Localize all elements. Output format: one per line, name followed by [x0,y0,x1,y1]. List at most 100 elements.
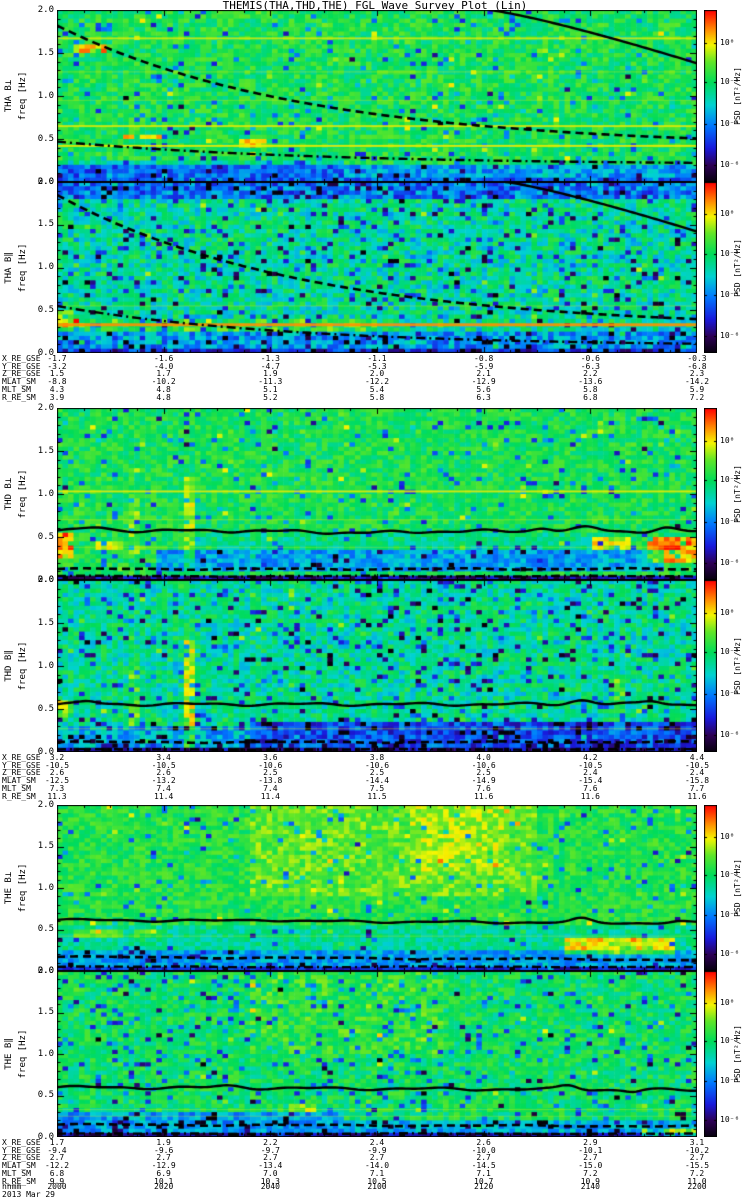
panel-thd-bperp: THD B⊥ freq [Hz] PSD [nT²/Hz] 2.0 1.5 1.0 0… [0,403,750,584]
colorbar-axis-label: PSD [nT²/Hz] [733,465,742,523]
ephemeris-value: -14.4 [364,776,390,786]
ephemeris-value: -10.6 [258,760,283,770]
panel-thd-bpar: THD B∥ freq [Hz] PSD [nT²/Hz] 2.0 1.5 1.0 0… [0,575,750,756]
colorbar-tick-label: 10⁰ [720,37,735,47]
ytick-label: 0.5 [37,1090,54,1100]
colorbar-tha-bperp [704,10,717,182]
ephemeris-value: 2.5 [369,768,385,778]
ephemeris-value: -1.7 [47,354,67,363]
ephemeris-value: 7.3 [49,783,65,793]
colorbar-tick-label: 10⁰ [720,997,735,1007]
ephemeris-row-label: MLAT_SM [2,377,36,387]
ephemeris-value: -13.8 [258,776,283,786]
colorbar-tick-label: 10⁻⁴ [720,289,740,299]
ephemeris-value: -5.9 [474,361,494,371]
ephemeris-value: 2.4 [369,1138,385,1147]
ephemeris-value: -10.1 [578,1145,603,1155]
ytick-label: 0.5 [37,304,54,315]
ephemeris-value: 2.7 [156,1153,171,1163]
ephemeris-value: 11.6 [687,791,707,801]
ephemeris-value: 2.1 [476,369,491,379]
ephemeris-value: -14.2 [684,377,710,387]
ephemeris-value: 7.0 [263,1168,278,1178]
colorbar-tick-label: 10⁻⁴ [720,909,740,919]
ephemeris-value: 7.6 [476,783,491,793]
colorbar-tick-label: 10⁻² [720,77,740,87]
panel-name-label: THD B⊥ [4,477,14,511]
ephemeris-value: 4.0 [476,753,491,762]
ephemeris-value: 2.0 [369,369,385,379]
ytick-label: 0.5 [37,531,54,542]
ephemeris-value: 2.2 [263,1138,278,1147]
ephemeris-value: 5.2 [263,392,278,402]
ephemeris-value: 11.6 [580,791,600,801]
ephemeris-value: -14.0 [364,1161,390,1171]
ytick-label: 2.0 [37,402,54,413]
spectrogram-tha-bperp [57,10,697,182]
colorbar-the-bpar [704,971,717,1137]
ephemeris-value: 2.9 [583,1138,598,1147]
ytick-label: 1.0 [37,1048,54,1059]
colorbar-tick-label: 10⁻⁶ [720,159,740,169]
ephemeris-value: 3.2 [49,753,65,762]
time-tick-label: 2040 [260,1182,280,1191]
ephemeris-value: 11.4 [154,791,174,801]
ytick-label: 1.5 [37,219,54,230]
ephemeris-value: -12.2 [364,377,390,387]
ephemeris-value: 2.4 [689,768,705,778]
ephemeris-row-label: X_RE_GSE [2,354,41,363]
ytick-label: 1.5 [37,445,54,456]
ephemeris-value: 4.4 [689,753,705,762]
ephemeris-value: 2.7 [263,1153,278,1163]
ephemeris-value: 4.8 [156,384,171,394]
ephemeris-value: -6.8 [687,361,707,371]
ytick-label: 0.5 [37,133,54,144]
ephemeris-value: 10.7 [474,1176,494,1186]
ytick-label: 0.0 [37,347,54,358]
ytick-label: 0.5 [37,924,54,934]
ytick-label: 1.0 [37,660,54,671]
ytick-label: 1.0 [37,882,54,893]
ephemeris-value: 7.1 [476,1168,491,1178]
ephemeris-value: -0.8 [474,354,494,363]
ephemeris-value: 10.9 [580,1176,600,1186]
ephemeris-value: -10.5 [151,760,176,770]
ephemeris-value: -15.0 [578,1161,603,1171]
ephemeris-value: 3.4 [156,753,171,762]
panel-the-bpar: THE B∥ freq [Hz] PSD [nT²/Hz] 2.0 1.5 1.0 0… [0,966,750,1141]
ephemeris-value: 6.3 [476,392,491,402]
colorbar-tick-label: 10⁰ [720,209,735,219]
ephemeris-row-label: MLT_SM [2,1168,31,1178]
ytick-label: 1.0 [37,262,54,272]
ephemeris-value: 11.6 [474,791,494,801]
time-tick-label: 2120 [474,1182,494,1191]
ephemeris-value: -10.2 [151,377,176,387]
ephemeris-value: 10.5 [367,1176,387,1186]
ephemeris-row-label: Y_RE_GSE [2,760,41,770]
colorbar-tick-label: 10⁰ [720,831,735,841]
ephemeris-value: -4.7 [260,361,280,371]
spectrogram-thd-bpar [57,580,697,752]
ephemeris-value: 7.5 [369,783,385,793]
colorbar-the-bperp [704,805,717,971]
ephemeris-row-label: Y_RE_GSE [2,1145,41,1155]
ephemeris-value: 1.7 [156,369,171,379]
ephemeris-value: 7.2 [583,1168,598,1178]
ephemeris-value: 5.1 [263,384,278,394]
colorbar-tha-bpar [704,182,717,353]
ephemeris-table-the: X_RE_GSE 1.7 1.9 2.2 2.4 2.6 2.9 3.1 Y_RE_GSE -9.… [0,1139,750,1186]
spectrogram-the-bperp [57,805,697,971]
ytick-label: 1.5 [37,1007,54,1017]
ephemeris-value: 7.1 [369,1168,385,1178]
colorbar-axis-label: PSD [nT²/Hz] [733,859,742,917]
colorbar-tick-label: 10⁻⁴ [720,516,740,526]
ephemeris-row-label: R_RE_SM [2,791,36,801]
ephemeris-value: 11.0 [687,1176,707,1186]
ephemeris-value: 2.7 [583,1153,598,1163]
ephemeris-value: -10.6 [471,760,496,770]
ephemeris-value: 7.4 [263,783,278,793]
ephemeris-value: -4.0 [154,361,174,371]
colorbar-tick-label: 10⁻⁴ [720,688,740,698]
colorbar-tick-label: 10⁻⁶ [720,557,740,567]
colorbar-axis-label: PSD [nT²/Hz] [733,238,742,297]
